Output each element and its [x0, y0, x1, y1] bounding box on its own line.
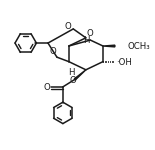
Text: O: O: [49, 47, 56, 56]
Text: O: O: [86, 28, 93, 38]
Polygon shape: [103, 45, 115, 47]
Text: O: O: [69, 76, 76, 85]
Text: H: H: [83, 36, 90, 45]
Text: H: H: [68, 68, 75, 76]
Text: OCH₃: OCH₃: [128, 42, 150, 51]
Polygon shape: [74, 70, 86, 80]
Text: O: O: [43, 83, 50, 92]
Text: ·OH: ·OH: [116, 58, 132, 67]
Text: O: O: [65, 22, 71, 32]
